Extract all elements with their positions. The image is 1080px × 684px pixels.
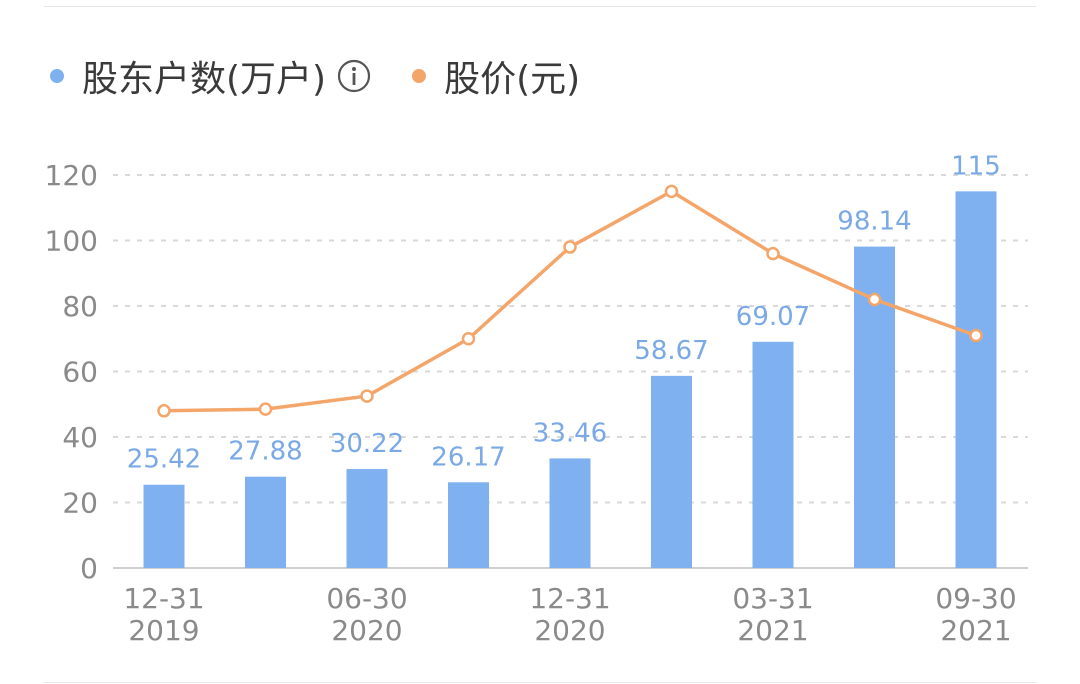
y-tick-label-80: 80 (62, 290, 98, 323)
y-tick-label-40: 40 (62, 421, 98, 454)
bar-4 (549, 458, 591, 568)
price-point-8 (969, 328, 983, 343)
x-tick-label-6-date: 03-31 (732, 582, 813, 615)
price-point-6 (766, 246, 780, 261)
legend-dot-price (412, 69, 427, 83)
legend-dot-shareholders (50, 69, 64, 83)
price-point-3 (461, 332, 476, 346)
x-tick-label-0-year: 2019 (128, 614, 199, 647)
bar-data-label-5: 58.67 (634, 336, 708, 366)
price-point-5 (664, 184, 679, 199)
bar-2 (346, 469, 388, 568)
price-point-1 (258, 402, 273, 416)
bottom-divider (44, 682, 1036, 683)
x-tick-label-6-year: 2021 (737, 614, 808, 647)
bar-data-label-1: 27.88 (228, 437, 302, 467)
y-tick-label-20: 20 (62, 487, 98, 520)
x-tick-label-2-year: 2020 (331, 614, 402, 647)
bar-data-label-7: 98.14 (837, 207, 911, 237)
x-tick-label-0-date: 12-31 (123, 582, 204, 615)
bar-3 (448, 482, 489, 568)
top-divider (44, 6, 1036, 7)
x-tick-label-2-date: 06-30 (326, 582, 407, 615)
bar-5 (651, 375, 692, 568)
bar-1 (245, 476, 286, 568)
legend-label-shareholders: 股东户数(万户) (82, 59, 327, 100)
bar-data-label-6: 69.07 (736, 302, 810, 332)
y-tick-label-100: 100 (45, 225, 98, 258)
price-point-0 (157, 404, 171, 418)
info-circle-icon[interactable] (336, 58, 372, 94)
bar-6 (752, 341, 794, 568)
bar-data-label-3: 26.17 (431, 442, 505, 472)
price-point-7 (867, 292, 882, 307)
y-tick-label-120: 120 (45, 159, 98, 192)
x-tick-label-8-year: 2021 (940, 614, 1011, 647)
y-tick-label-0: 0 (80, 552, 98, 585)
legend-label-price: 股价(元) (444, 59, 581, 100)
x-tick-label-8-date: 09-30 (935, 582, 1016, 615)
chart-legend: 股东户数(万户) 股价(元) (50, 48, 620, 104)
price-point-2 (360, 389, 374, 403)
price-point-4 (563, 240, 577, 254)
bar-data-label-2: 30.22 (330, 429, 404, 459)
legend-item-price[interactable]: 股价(元) (412, 50, 580, 102)
bar-data-label-0: 25.42 (127, 445, 201, 475)
x-tick-label-4-year: 2020 (534, 614, 605, 647)
legend-item-shareholders[interactable]: 股东户数(万户) (50, 50, 372, 102)
x-tick-label-4-date: 12-31 (529, 582, 610, 615)
bar-data-label-8: 115 (951, 151, 1001, 181)
bar-0 (143, 484, 185, 568)
bar-8 (955, 191, 997, 568)
y-tick-label-60: 60 (62, 356, 98, 389)
bar-data-label-4: 33.46 (533, 418, 607, 448)
